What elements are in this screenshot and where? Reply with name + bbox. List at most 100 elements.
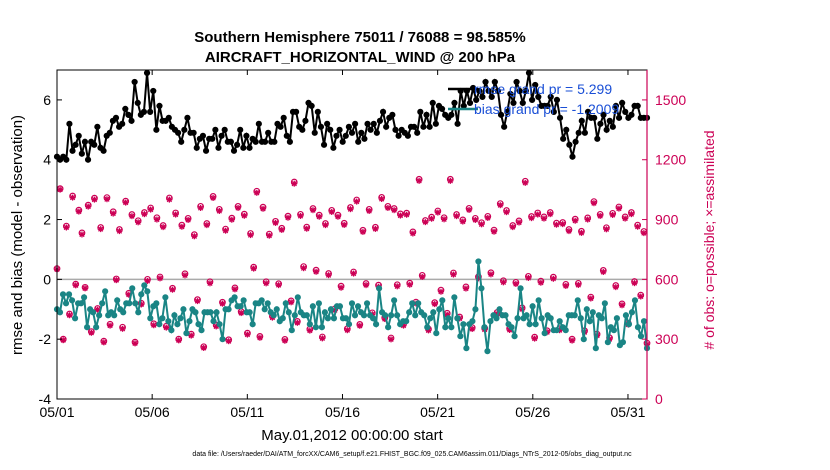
obs-assimilated-point [291,180,298,187]
y-tick-right-label: 600 [655,271,679,287]
bias-point [156,321,163,328]
rmse-point [78,150,85,157]
obs-assimilated-point [210,195,217,202]
obs-assimilated-point [300,265,307,272]
bias-point [120,309,127,316]
data-file-footer: data file: /Users/raeder/DAI/ATM_forcXX/… [192,451,632,458]
obs-assimilated-point [60,337,67,344]
bias-point [210,318,217,325]
bias-point [144,288,151,295]
rmse-point [75,132,82,139]
obs-assimilated-point [512,280,519,287]
obs-assimilated-point [431,301,438,308]
rmse-point [246,144,253,151]
bias-point [421,312,428,319]
obs-assimilated-point [150,322,157,329]
obs-assimilated-point [497,202,504,209]
y-tick-label: 0 [43,271,51,287]
obs-assimilated-point [590,200,597,207]
rmse-point [199,132,207,139]
obs-assimilated-point [437,288,444,295]
obs-assimilated-point [294,319,301,326]
rmse-point [227,138,234,145]
obs-assimilated-point [403,211,410,218]
obs-assimilated-point [281,337,288,344]
bias-point [261,306,268,313]
bias-point [372,321,380,328]
rmse-point [556,114,564,121]
rmse-point [581,129,588,136]
rmse-point [243,132,250,139]
rmse-point [237,126,244,133]
bias-point [318,324,325,331]
rmse-point [591,114,598,121]
obs-assimilated-point [185,216,192,223]
bias-point [71,315,79,322]
rmse-point [128,117,135,124]
bias-point [219,336,226,343]
obs-assimilated-point [78,231,85,238]
rmse-point [482,78,489,86]
obs-assimilated-point [144,277,151,284]
bias-point [93,324,100,331]
rmse-point [615,114,623,121]
bias-point [285,309,292,316]
bias-point [369,315,377,322]
bias-point [598,315,605,322]
rmse-point [395,132,402,139]
bias-point [312,324,319,331]
rmse-point [420,123,427,130]
bias-point [526,321,533,328]
rmse-point [423,111,430,118]
bias-point [363,300,371,307]
rmse-point [535,93,542,101]
rmse-point [94,123,101,130]
rmse-point [202,147,210,154]
obs-assimilated-point [350,270,357,277]
obs-assimilated-point [619,302,626,309]
rmse-point [575,129,582,136]
bias-point [394,312,401,319]
obs-assimilated-point [587,295,594,302]
obs-assimilated-point [325,272,332,279]
bias-point [508,324,515,331]
bias-point [342,315,350,322]
bias-point [225,306,232,313]
bias-point [502,312,509,319]
obs-assimilated-point [487,271,494,278]
obs-assimilated-point [200,344,207,351]
bias-point [351,312,359,319]
obs-assimilated-point [250,265,257,272]
bias-point [475,258,482,265]
obs-assimilated-point [194,298,201,305]
obs-assimilated-point [188,332,195,339]
rmse-point [619,99,626,107]
rmse-point [485,87,492,95]
bias-point [174,321,181,328]
rmse-point [553,96,561,104]
rmse-point [178,138,185,145]
bias-point [354,303,362,310]
bias-point [445,315,452,322]
rmse-point [600,111,607,118]
bias-point [315,300,322,307]
bias-point [613,315,620,322]
bias-point [168,327,175,334]
bias-point [496,306,503,313]
bias-point [415,300,422,307]
bias-point [571,312,578,319]
bias-point [264,300,271,307]
bias-point [141,282,148,289]
bias-point [213,309,220,316]
obs-assimilated-point [516,219,523,226]
bias-point [183,330,190,337]
rmse-point [72,141,79,148]
bias-point [487,318,494,325]
rmse-point [69,147,76,154]
x-tick-label: 05/26 [515,404,550,420]
obs-assimilated-point [500,279,507,286]
bias-point [412,312,419,319]
bias-point [589,309,596,316]
obs-assimilated-point [603,226,610,233]
